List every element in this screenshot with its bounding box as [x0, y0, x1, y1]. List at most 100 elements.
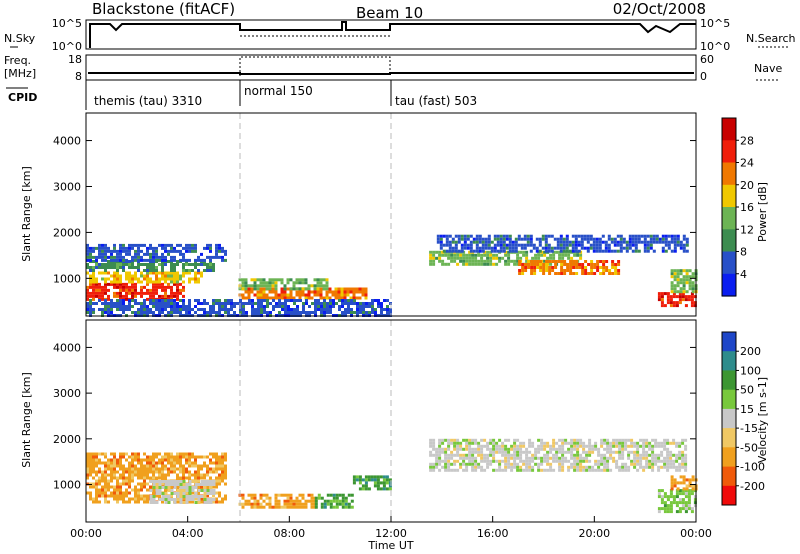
data-cell	[173, 458, 176, 462]
data-cell	[164, 271, 167, 275]
data-cell	[654, 462, 658, 466]
data-cell	[329, 311, 332, 314]
colorbar-tick-label: 24	[740, 157, 754, 170]
data-cell	[107, 308, 110, 311]
data-cell	[487, 246, 491, 250]
data-cell	[128, 277, 131, 281]
data-cell	[203, 311, 206, 314]
data-cell	[320, 302, 323, 305]
data-cell	[155, 271, 158, 275]
data-cell	[684, 465, 688, 469]
data-cell	[597, 450, 601, 454]
data-cell	[203, 246, 206, 250]
data-cell	[534, 256, 538, 260]
data-cell	[179, 470, 182, 474]
data-cell	[131, 277, 134, 281]
data-cell	[215, 479, 218, 483]
data-cell	[218, 255, 221, 259]
data-cell	[289, 502, 293, 506]
data-cell	[684, 510, 688, 514]
data-cell	[182, 252, 185, 256]
data-cell	[507, 450, 511, 454]
data-cell	[435, 256, 439, 260]
data-cell	[385, 478, 389, 482]
data-cell	[113, 263, 116, 266]
data-cell	[286, 293, 290, 297]
data-cell	[601, 249, 605, 253]
data-cell	[519, 465, 523, 469]
data-cell	[259, 493, 263, 497]
data-cell	[301, 496, 305, 500]
data-cell	[155, 252, 158, 256]
data-cell	[325, 284, 329, 288]
data-cell	[170, 489, 174, 492]
data-cell	[675, 501, 679, 505]
data-cell	[432, 438, 436, 442]
data-cell	[438, 253, 442, 257]
data-cell	[618, 447, 622, 451]
data-cell	[314, 505, 318, 509]
data-cell	[250, 290, 254, 294]
data-cell	[92, 500, 95, 504]
data-cell	[170, 308, 173, 311]
data-cell	[510, 468, 514, 472]
data-cell	[341, 493, 345, 497]
data-cell	[681, 492, 685, 496]
data-cell	[679, 243, 683, 247]
data-cell	[89, 464, 92, 468]
data-cell	[164, 255, 167, 259]
data-cell	[546, 441, 550, 445]
data-cell	[447, 444, 451, 448]
data-cell	[678, 298, 682, 302]
data-cell	[116, 479, 119, 483]
data-cell	[678, 510, 682, 514]
data-cell	[146, 246, 149, 250]
data-cell	[546, 459, 550, 463]
data-cell	[191, 452, 194, 456]
data-cell	[176, 277, 179, 281]
data-cell	[474, 450, 478, 454]
data-cell	[101, 470, 104, 474]
data-cell	[551, 269, 555, 272]
data-cell	[618, 465, 622, 469]
data-cell	[429, 259, 433, 263]
data-cell	[678, 456, 682, 460]
data-cell	[98, 282, 101, 286]
data-cell	[161, 252, 164, 256]
data-cell	[158, 280, 161, 284]
data-cell	[561, 253, 565, 257]
data-cell	[259, 284, 263, 288]
data-cell	[140, 467, 143, 471]
data-cell	[618, 441, 622, 445]
data-cell	[573, 459, 577, 463]
data-cell	[586, 246, 590, 250]
data-cell	[679, 281, 683, 285]
data-cell	[555, 453, 559, 457]
data-cell	[122, 500, 125, 504]
data-cell	[642, 465, 646, 469]
data-cell	[685, 290, 689, 294]
data-cell	[265, 281, 269, 285]
data-cell	[128, 497, 131, 501]
data-cell	[89, 258, 92, 262]
data-cell	[661, 246, 665, 250]
data-cell	[277, 293, 281, 297]
data-cell	[495, 444, 499, 448]
data-cell	[682, 249, 686, 253]
data-cell	[575, 263, 579, 266]
data-cell	[310, 290, 314, 294]
data-cell	[143, 464, 146, 468]
data-cell	[316, 293, 320, 297]
data-cell	[639, 456, 643, 460]
data-cell	[185, 455, 188, 459]
data-cell	[592, 237, 596, 241]
data-cell	[92, 297, 95, 301]
data-cell	[682, 287, 686, 291]
data-cell	[131, 299, 134, 302]
data-cell	[582, 465, 586, 469]
data-cell	[104, 269, 107, 272]
data-cell	[140, 308, 143, 311]
data-cell	[167, 452, 170, 456]
data-cell	[569, 263, 573, 266]
data-cell	[690, 507, 694, 511]
